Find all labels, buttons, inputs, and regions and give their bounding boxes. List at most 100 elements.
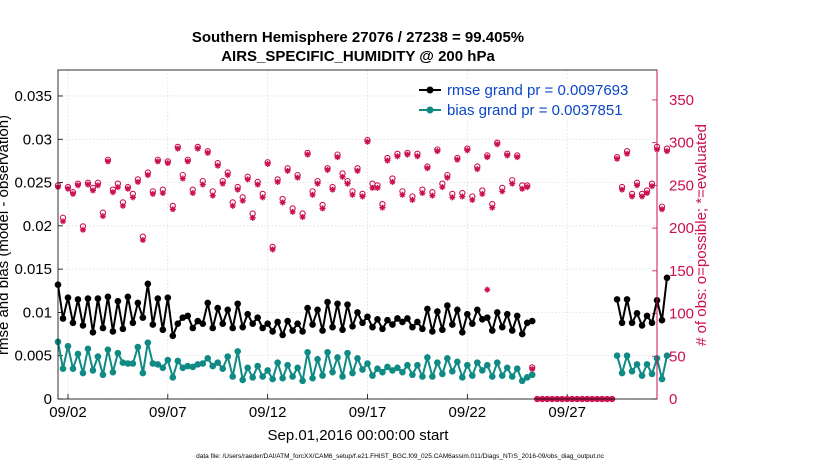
series-point [309, 321, 316, 328]
series-point [478, 316, 486, 323]
tick-label-right: 0 [669, 391, 677, 408]
obs-evaluated-marker [114, 184, 121, 191]
obs-evaluated-marker [304, 151, 311, 158]
series-point [104, 293, 112, 301]
obs-evaluated-marker [189, 190, 196, 197]
series-point [488, 373, 496, 380]
series-point [89, 329, 97, 336]
series-point [354, 355, 361, 362]
tick-label-x: 09/17 [349, 404, 387, 421]
series-point [394, 364, 401, 372]
obs-evaluated-marker [74, 182, 81, 189]
series-point [379, 325, 386, 333]
series-point [439, 370, 446, 378]
series-point [309, 374, 316, 382]
series-point [234, 300, 241, 308]
obs-evaluated-marker [504, 152, 511, 159]
series-point [359, 366, 366, 373]
series-point [349, 369, 356, 377]
series-point [449, 367, 456, 375]
series-point [164, 294, 172, 302]
obs-evaluated-marker [234, 186, 241, 193]
obs-count-series [54, 136, 671, 403]
chart-title-line1: Southern Hemisphere 27076 / 27238 = 99.4… [192, 29, 524, 46]
series-point [194, 317, 202, 325]
series-point [319, 372, 326, 379]
bias-series [54, 338, 671, 385]
tick-label-left: 0.025 [14, 175, 52, 192]
series-point [224, 353, 232, 360]
obs-evaluated-marker [69, 190, 76, 197]
tick-label-x: 09/02 [49, 404, 87, 421]
obs-evaluated-marker [484, 154, 491, 161]
series-point [354, 309, 361, 316]
series-point [239, 376, 246, 384]
tick-label-left: 0.005 [14, 348, 52, 365]
obs-evaluated-marker [449, 194, 456, 201]
series-point [399, 318, 406, 326]
obs-evaluated-marker [439, 184, 446, 191]
obs-evaluated-marker [529, 366, 536, 373]
series-point [648, 319, 656, 327]
series-point [638, 372, 646, 379]
legend: rmse grand pr = 0.0097693 bias grand pr … [413, 80, 651, 120]
series-point [174, 357, 182, 365]
series-point [144, 339, 152, 347]
series-point [628, 319, 636, 327]
series-point [314, 306, 321, 314]
obs-evaluated-marker [384, 157, 391, 164]
series-point [124, 360, 132, 367]
obs-evaluated-marker [284, 167, 291, 174]
series-point [409, 323, 416, 331]
series-point [234, 348, 241, 355]
series-point [379, 368, 386, 376]
series-point [454, 358, 461, 366]
obs-evaluated-marker [209, 192, 216, 199]
obs-evaluated-marker [149, 190, 156, 197]
series-point [229, 324, 237, 332]
series-point [389, 367, 396, 374]
tick-label-left: 0.01 [23, 304, 52, 321]
series-point [329, 368, 336, 376]
series-point [89, 367, 97, 374]
series-point [264, 320, 271, 327]
y-axis-label-left: rmse and bias (model - observation) [0, 115, 12, 355]
obs-evaluated-marker [619, 186, 626, 193]
series-point [334, 354, 341, 361]
series-point [199, 320, 207, 327]
series-point [139, 314, 147, 321]
series-point [414, 361, 421, 369]
series-point [319, 327, 326, 334]
obs-evaluated-marker [374, 184, 381, 191]
series-point [404, 315, 411, 322]
series-point [513, 312, 521, 320]
obs-evaluated-marker [509, 180, 516, 187]
obs-evaluated-marker [329, 186, 336, 193]
series-point [184, 362, 192, 370]
series-point [429, 373, 436, 380]
obs-evaluated-marker [429, 192, 436, 199]
series-point [508, 327, 516, 334]
obs-evaluated-marker [369, 184, 376, 191]
series-point [339, 373, 346, 380]
tick-label-x: 09/27 [548, 404, 586, 421]
series-point [424, 354, 431, 361]
series-point [633, 361, 641, 368]
series-point [623, 352, 631, 360]
series-line [57, 283, 533, 340]
tick-label-left: 0.03 [23, 131, 52, 148]
series-point [658, 375, 666, 383]
series-point [249, 320, 256, 327]
tick-label-x: 09/22 [449, 404, 487, 421]
legend-box [413, 80, 651, 120]
obs-evaluated-marker [414, 153, 421, 160]
obs-evaluated-marker [214, 162, 221, 169]
obs-evaluated-marker [309, 191, 316, 198]
series-point [419, 373, 426, 380]
series-point [374, 365, 381, 372]
series-point [209, 324, 217, 332]
obs-evaluated-marker [519, 185, 526, 192]
obs-evaluated-marker [658, 206, 665, 213]
series-point [244, 310, 251, 318]
series-point [114, 297, 122, 305]
